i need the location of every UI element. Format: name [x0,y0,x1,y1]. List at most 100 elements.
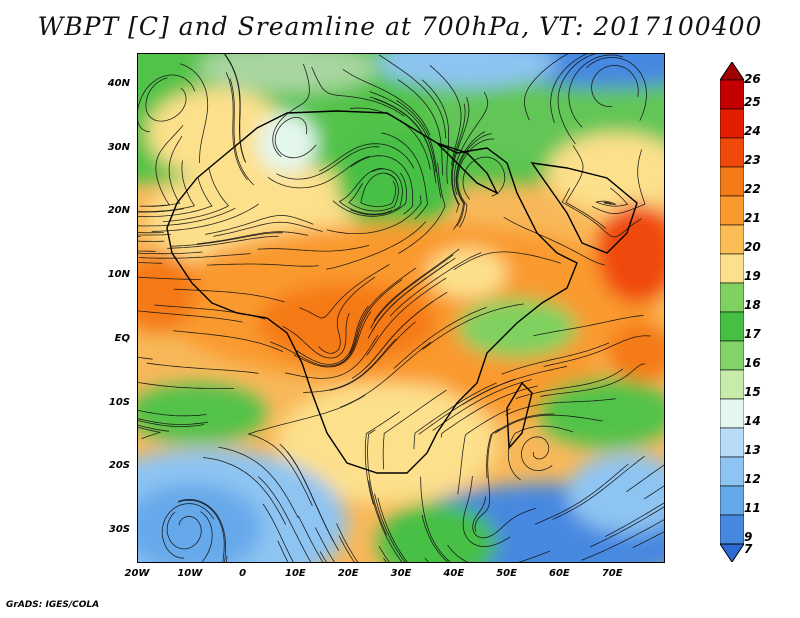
streamline [213,221,323,237]
streamline [462,365,568,405]
lon-tick-label: 50E [496,568,517,579]
streamline [368,480,404,563]
streamline [421,515,450,563]
streamline [591,64,639,108]
streamline [550,53,590,123]
streamline [167,235,279,249]
streamline [161,503,215,559]
streamline [171,232,283,247]
streamline [137,409,207,417]
streamline [451,96,470,206]
streamline [374,493,407,563]
streamline [197,231,308,245]
streamline [474,428,500,532]
streamline [349,267,417,354]
streamline [540,363,645,397]
streamline [373,248,460,322]
streamline [505,398,616,416]
streamline [137,418,208,425]
colorbar-label: 12 [744,472,761,486]
streamline [552,455,645,520]
streamline [272,63,310,158]
streamline [367,429,388,536]
streamline [180,63,209,163]
streamline [138,253,251,259]
streamline [365,291,448,369]
colorbar-segment [720,224,744,255]
streamline [447,544,551,563]
colorbar-segment [720,166,744,197]
streamline [590,505,665,548]
streamline [311,66,405,117]
streamline [203,457,287,525]
streamline [366,277,447,356]
streamline [486,413,555,479]
streamline [515,368,624,399]
streamline [429,64,462,166]
streamline [206,263,319,267]
streamline [594,187,629,207]
streamline [162,167,230,222]
temperature-field [137,53,665,563]
streamline [282,312,350,359]
coastlines [166,110,638,474]
streamline [422,79,450,184]
streamline [338,167,393,215]
colorbar-segment [720,456,744,487]
streamline [581,518,665,561]
lon-tick-label: 10W [177,568,203,579]
lat-tick-label: 20S [108,460,130,472]
streamline [557,53,596,145]
streamline [137,426,161,440]
colorbar-segment [720,137,744,168]
streamline [381,132,428,220]
lon-tick-label: 0 [239,568,247,579]
lon-tick-label: 30E [390,568,412,579]
lon-tick-label: 10E [285,568,306,579]
streamline [389,252,482,317]
colorbar-label: 16 [744,356,761,370]
lat-tick-label: EQ [114,332,130,344]
colorbar-segment [720,282,744,313]
streamline-layer [137,53,665,563]
streamline [151,203,259,232]
streamline [276,146,380,180]
streamline [329,321,416,391]
lat-tick-label: 40N [107,77,130,89]
streamline [348,173,399,212]
lat-tick-label: 20N [107,205,130,217]
streamline [393,307,487,369]
streamline [259,394,366,432]
streamline [326,221,427,270]
streamline [303,338,397,393]
streamline [137,234,171,236]
colorbar [720,62,744,562]
streamline [453,251,561,270]
streamline [274,116,317,159]
streamline [420,476,453,563]
colorbar-label: 15 [744,385,761,399]
streamline [626,463,665,493]
streamline [297,515,324,563]
streamline [279,443,334,542]
lon-tick-label: 60E [549,568,570,579]
streamline [225,71,248,181]
streamline [377,497,409,563]
streamline [326,195,422,234]
colorbar-label: 17 [744,327,761,341]
streamline [350,155,414,215]
streamline [137,207,236,227]
streamline [173,330,284,352]
streamline [543,335,651,367]
colorbar-segment [720,369,744,400]
streamline [462,475,511,548]
colorbar-segment [720,340,744,371]
colorbar-label: 18 [744,298,761,312]
streamline [224,54,247,163]
lon-tick-label: 40E [443,568,465,579]
lon-tick-label: 20E [337,568,359,579]
streamline [378,54,447,139]
lat-tick-label: 10S [108,396,130,408]
streamline [178,498,226,563]
streamline [586,56,647,121]
